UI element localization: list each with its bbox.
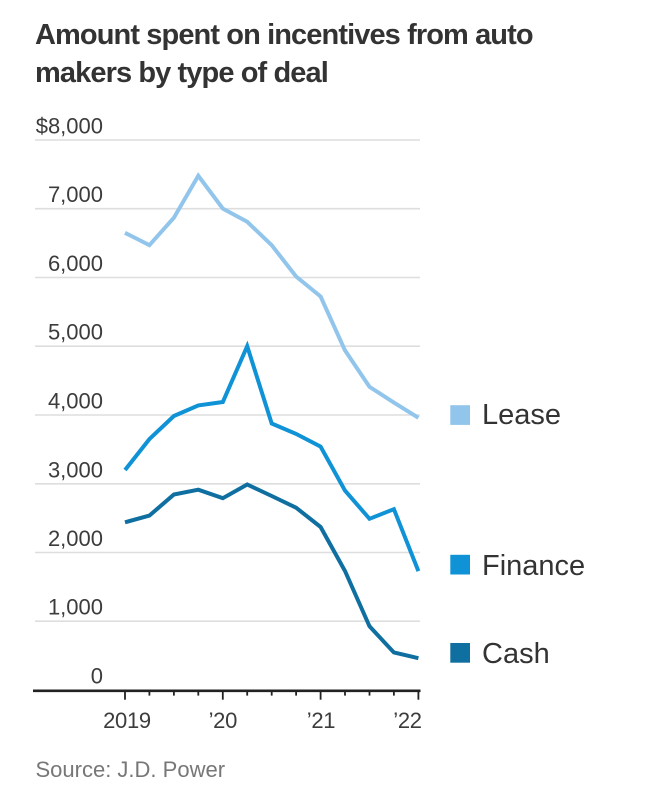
svg-text:0: 0 xyxy=(91,664,103,689)
svg-text:4,000: 4,000 xyxy=(48,389,103,414)
svg-text:6,000: 6,000 xyxy=(48,251,103,276)
svg-text:5,000: 5,000 xyxy=(48,320,103,345)
svg-text:Amount spent on incentives fro: Amount spent on incentives from auto xyxy=(35,19,533,51)
svg-text:Source: J.D. Power: Source: J.D. Power xyxy=(36,757,226,782)
svg-text:Finance: Finance xyxy=(482,550,585,582)
svg-text:Lease: Lease xyxy=(482,399,561,431)
svg-text:1,000: 1,000 xyxy=(48,595,103,620)
svg-text:7,000: 7,000 xyxy=(48,182,103,207)
svg-text:Cash: Cash xyxy=(482,638,550,670)
svg-text:makers by type of deal: makers by type of deal xyxy=(35,57,328,89)
svg-text:’21: ’21 xyxy=(307,708,336,733)
svg-text:’20: ’20 xyxy=(209,708,238,733)
svg-text:2,000: 2,000 xyxy=(48,526,103,551)
svg-text:3,000: 3,000 xyxy=(48,457,103,482)
svg-text:2019: 2019 xyxy=(103,708,151,733)
svg-text:’22: ’22 xyxy=(393,708,422,733)
svg-text:$8,000: $8,000 xyxy=(36,114,103,139)
